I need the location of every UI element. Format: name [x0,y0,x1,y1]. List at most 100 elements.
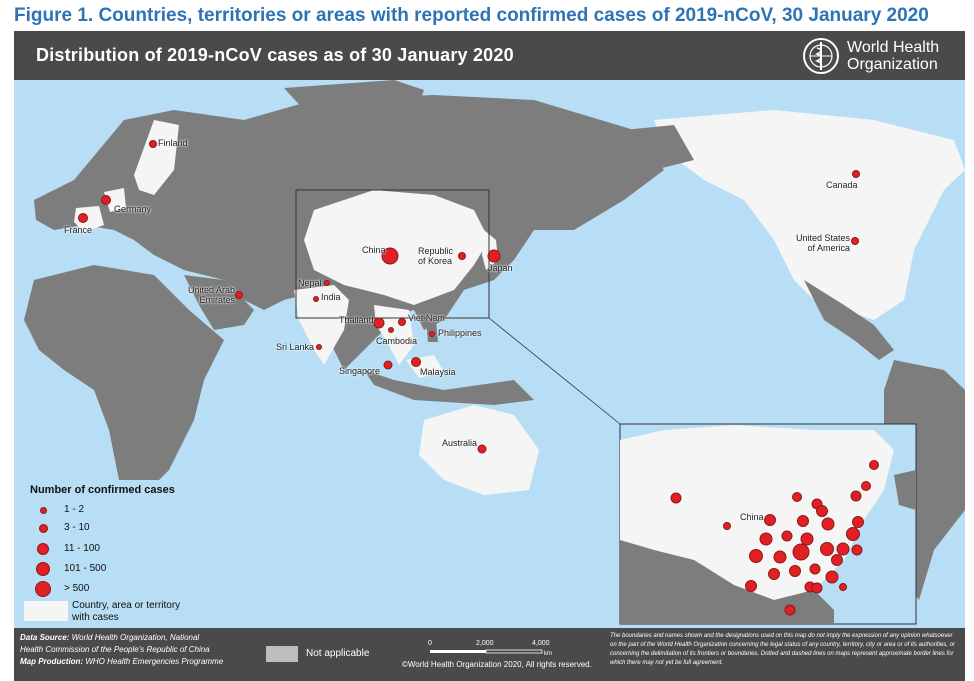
north-america-shape [654,110,965,320]
legend-label: 101 - 500 [64,563,107,574]
inset-marker [749,549,763,563]
label-france: France [64,225,93,235]
marker-china [381,247,399,265]
legend-dot-1-2 [40,507,47,514]
label-korea: Republic of Korea [418,246,454,266]
figure-title: Figure 1. Countries, territories or area… [14,5,929,26]
scale-unit: km [544,651,552,657]
label-malaysia: Malaysia [420,367,456,377]
label-singapore: Singapore [339,366,381,376]
marker-usa [851,237,859,245]
production-label: Map Production: [20,657,84,666]
label-sri-lanka: Sri Lanka [276,342,315,352]
marker-sri-lanka [316,344,322,350]
who-emblem-icon [803,38,839,74]
label-thailand: Thailand [339,315,374,325]
copyright: ©World Health Organization 2020, All rig… [402,660,592,669]
france-shape [74,206,104,232]
inset-marker [797,515,809,527]
marker-nepal [324,280,330,286]
label-viet-nam: Viet Nam [408,313,445,323]
scale-tick-2000: 2,000 [476,640,494,647]
inset-korea-shape [894,470,916,510]
africa-shape [24,265,224,500]
case-markers [78,140,860,454]
label-finland: Finland [158,138,188,148]
label-inset-china: China [740,512,764,522]
production-text: WHO Health Emergencies Programme [85,657,224,666]
label-philippines: Philippines [438,328,482,338]
world-map: Finland Germany France United Arab Emira… [14,80,965,628]
inset-connector-line [488,317,621,425]
inset-marker [825,570,839,584]
inset-marker [850,490,862,502]
germany-shape [104,188,126,212]
inset-marker [816,505,828,517]
footer: Data Source: World Health Organization, … [14,628,965,681]
legend-label: 11 - 100 [64,543,100,554]
inset-marker [836,542,850,556]
map-title-banner: Distribution of 2019-nCoV cases as of 30… [14,31,965,80]
legend-title: Number of confirmed cases [30,484,175,496]
scale-tick-4000: 4,000 [532,640,550,647]
legend-label: > 500 [64,583,90,594]
source-text-2: Health Commission of the People's Republ… [20,645,210,654]
inset-marker [768,568,780,580]
marker-france [78,213,88,223]
scandinavia-shape [134,120,179,195]
inset-marker [789,565,801,577]
marker-singapore [383,360,393,370]
legend-label: 3 - 10 [64,522,90,533]
legend-dot-3-10 [39,524,48,533]
scale-bar-graphic [430,649,543,654]
inset-marker [869,460,879,470]
inset-marker [784,604,796,616]
marker-thailand [373,317,385,329]
inset-marker [670,492,682,504]
label-japan: Japan [488,263,513,273]
not-applicable-label: Not applicable [306,648,370,659]
legend-case-swatch [24,601,68,621]
inset-marker [723,522,731,530]
indonesia-shape [364,370,534,405]
who-logo-line1: World Health [847,39,940,56]
inset-marker [792,543,810,561]
label-canada: Canada [826,180,858,190]
marker-korea [458,252,466,260]
not-applicable-swatch [266,646,298,662]
inset-marker [851,544,863,556]
inset-marker [764,514,776,526]
inset-marker [809,563,821,575]
map-canvas [24,80,965,625]
source-text: World Health Organization, National [71,633,200,642]
inset-neighbor-shape [620,540,834,624]
inset-markers [670,460,879,616]
marker-india [313,296,319,302]
source-credits: Data Source: World Health Organization, … [20,632,223,668]
inset-marker [852,516,864,528]
marker-finland [149,140,157,148]
legend-label: 1 - 2 [64,504,85,515]
legend-dot-11-100 [37,543,49,555]
marker-philippines [429,331,435,337]
who-logo-line2: Organization [847,56,938,73]
scale-bar: 0 2,000 4,000 km [426,640,556,660]
inset-marker [821,517,835,531]
label-china: China [362,245,386,255]
label-australia: Australia [442,438,478,448]
label-nepal: Nepal [298,278,322,288]
legend-dot-over-500 [35,581,51,597]
legend: Number of confirmed cases 1 - 2 3 - 10 1… [14,480,224,628]
label-usa: United States of America [795,233,850,253]
inset-marker [861,481,871,491]
marker-germany [101,195,111,205]
disclaimer: The boundaries and names shown and the d… [610,633,955,666]
china-shape [304,190,489,305]
who-logo: World Health Organization [801,34,951,77]
inset-marker [773,550,787,564]
label-india: India [321,292,341,302]
inset-marker [811,582,823,594]
inset-marker [800,532,814,546]
label-germany: Germany [114,204,152,214]
marker-canada [852,170,860,178]
